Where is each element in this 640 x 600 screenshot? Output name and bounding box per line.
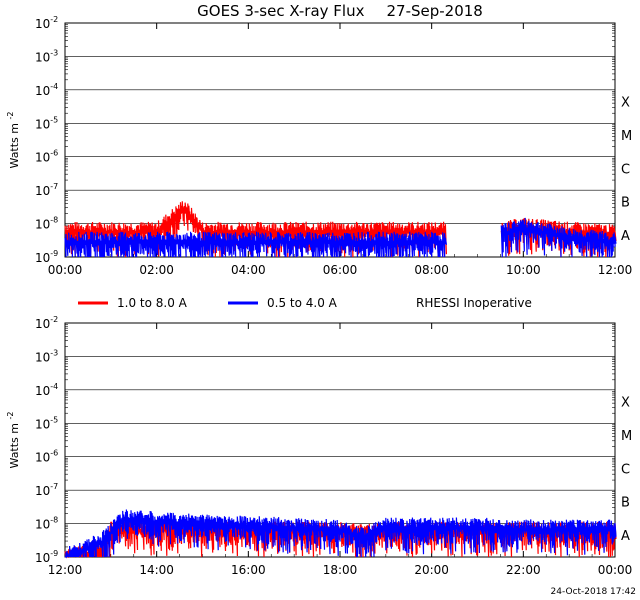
y-tick-label: 10-4 bbox=[35, 382, 58, 398]
panel-bottom: 10-2 10-3 10-4 10-5 10-6 10-7 10-8 10-9 Watts m … bbox=[6, 315, 632, 577]
y-tick-label: 10-8 bbox=[35, 216, 58, 232]
legend: 1.0 to 8.0 A 0.5 to 4.0 A RHESSI Inopera… bbox=[78, 296, 532, 310]
x-tick-label: 06:00 bbox=[323, 263, 358, 277]
x-tick-label: 12:00 bbox=[48, 563, 83, 577]
series-trace bbox=[64, 509, 617, 559]
x-tick-label: 08:00 bbox=[414, 263, 449, 277]
x-tick-label: 12:00 bbox=[598, 263, 633, 277]
y-tick-label: 10-3 bbox=[35, 48, 58, 64]
flare-class-label: B bbox=[621, 196, 630, 211]
flare-class-label: M bbox=[621, 429, 632, 444]
x-tick-label: 16:00 bbox=[231, 563, 266, 577]
x-tick-label: 02:00 bbox=[139, 263, 174, 277]
title-label: GOES 3-sec X-ray Flux bbox=[197, 2, 364, 20]
flare-class-label: X bbox=[621, 95, 630, 110]
x-tick-label: 10:00 bbox=[506, 263, 541, 277]
y-axis-label: Watts m -2 bbox=[6, 412, 21, 469]
rhessi-note: RHESSI Inoperative bbox=[416, 296, 532, 310]
y-tick-label: 10-2 bbox=[35, 315, 58, 331]
flare-class-label: C bbox=[621, 462, 630, 477]
legend-label-long: 1.0 to 8.0 A bbox=[117, 296, 188, 310]
y-tick-label: 10-3 bbox=[35, 348, 58, 364]
y-tick-label: 10-6 bbox=[35, 449, 58, 465]
y-tick-label: 10-7 bbox=[35, 482, 58, 498]
y-axis-label: Watts m -2 bbox=[6, 112, 21, 169]
y-tick-label: 10-6 bbox=[35, 149, 58, 165]
series-short bbox=[64, 509, 617, 559]
legend-label-short: 0.5 to 4.0 A bbox=[267, 296, 338, 310]
x-tick-label: 00:00 bbox=[598, 563, 633, 577]
x-tick-label: 00:00 bbox=[48, 263, 83, 277]
x-tick-label: 14:00 bbox=[139, 563, 174, 577]
y-tick-label: 10-9 bbox=[35, 549, 58, 565]
y-tick-label: 10-4 bbox=[35, 82, 58, 98]
flare-class-label: B bbox=[621, 496, 630, 511]
y-tick-label: 10-2 bbox=[35, 15, 58, 31]
series-trace bbox=[64, 217, 617, 258]
y-tick-label: 10-5 bbox=[35, 415, 58, 431]
x-tick-label: 04:00 bbox=[231, 263, 266, 277]
y-tick-label: 10-9 bbox=[35, 249, 58, 265]
title-date: 27-Sep-2018 bbox=[386, 2, 482, 20]
y-tick-label: 10-7 bbox=[35, 182, 58, 198]
chart-title: GOES 3-sec X-ray Flux 27-Sep-2018 bbox=[197, 2, 483, 20]
series-short bbox=[64, 217, 617, 258]
flare-class-label: X bbox=[621, 395, 630, 410]
y-tick-label: 10-8 bbox=[35, 516, 58, 532]
flare-class-label: M bbox=[621, 129, 632, 144]
flare-class-label: C bbox=[621, 162, 630, 177]
x-tick-label: 22:00 bbox=[506, 563, 541, 577]
y-tick-label: 10-5 bbox=[35, 115, 58, 131]
x-tick-label: 18:00 bbox=[323, 563, 358, 577]
flare-class-label: A bbox=[621, 229, 630, 244]
flare-class-label: A bbox=[621, 529, 630, 544]
x-tick-label: 20:00 bbox=[414, 563, 449, 577]
panel-top: 10-2 10-3 10-4 10-5 10-6 10-7 10-8 10-9 Watts m … bbox=[6, 15, 632, 277]
footer-timestamp: 24-Oct-2018 17:42 bbox=[551, 587, 636, 597]
